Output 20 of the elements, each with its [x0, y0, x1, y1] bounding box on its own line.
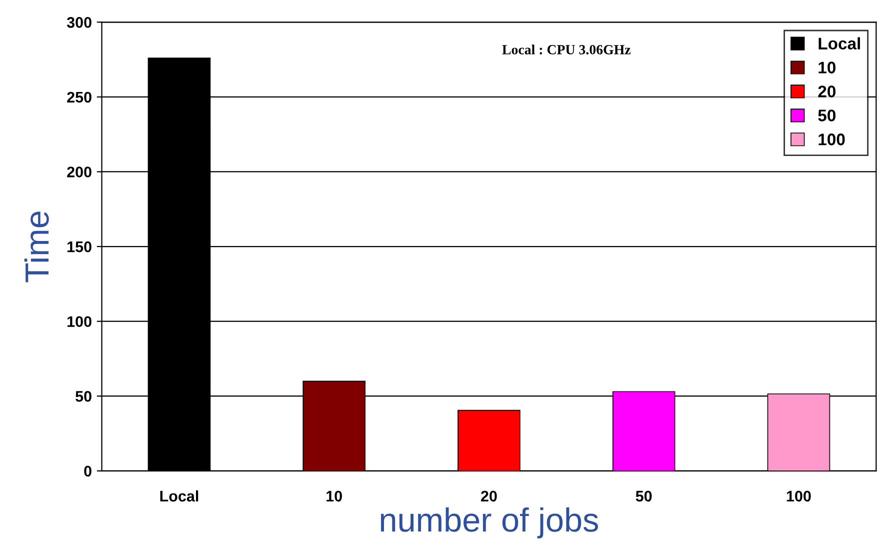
legend-label: 100: [818, 134, 845, 146]
x-axis-title: number of jobs: [380, 507, 598, 538]
legend-label: 50: [818, 110, 836, 122]
y-axis-title: Time: [24, 212, 49, 282]
x-tick-label: 10: [326, 490, 342, 502]
legend-label: 20: [818, 86, 836, 98]
y-tick-label: 150: [68, 241, 92, 252]
annotation: Local : CPU 3.06GHz: [502, 44, 631, 54]
y-tick-label: 0: [84, 466, 92, 477]
y-tick-label: 100: [68, 316, 92, 328]
x-tick-label: 20: [480, 490, 497, 502]
y-tick-label: 300: [66, 17, 92, 28]
x-tick-label: Local: [160, 490, 198, 502]
legend-label: 10: [818, 62, 836, 74]
y-tick-label: 50: [76, 390, 92, 402]
y-tick-label: 200: [67, 166, 92, 178]
x-tick-label: 50: [636, 490, 652, 502]
legend-label: Local: [818, 37, 860, 50]
x-tick-label: 100: [786, 490, 811, 502]
y-tick-label: 250: [67, 92, 92, 103]
